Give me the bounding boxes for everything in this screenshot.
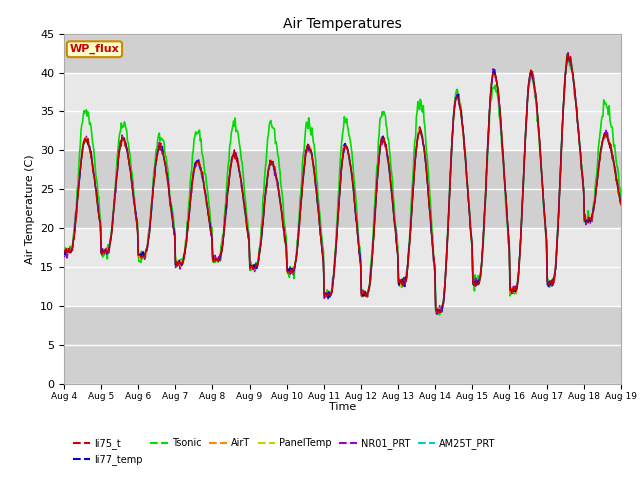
Title: Air Temperatures: Air Temperatures [283, 17, 402, 31]
Bar [64, 306, 621, 384]
Bar [64, 34, 621, 72]
Bar [64, 150, 621, 228]
Bar [64, 72, 621, 150]
Bar [64, 228, 621, 306]
Legend: li75_t, li77_temp, Tsonic, AirT, PanelTemp, NR01_PRT, AM25T_PRT: li75_t, li77_temp, Tsonic, AirT, PanelTe… [69, 434, 500, 469]
Y-axis label: Air Temperature (C): Air Temperature (C) [24, 154, 35, 264]
Text: WP_flux: WP_flux [70, 44, 119, 54]
X-axis label: Time: Time [329, 402, 356, 412]
